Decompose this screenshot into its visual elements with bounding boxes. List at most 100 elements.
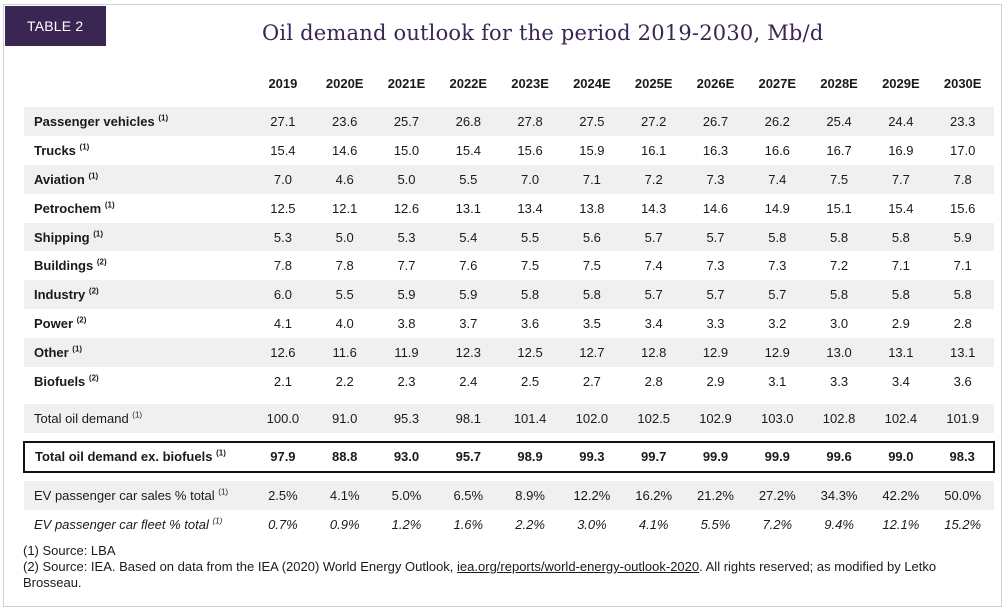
footnote-2: (2) Source: IEA. Based on data from the … [23,559,998,591]
value-cell: 5.8 [746,222,809,252]
row-label-text: EV passenger car sales % total [34,487,215,503]
value-cell: 1.6% [453,516,484,532]
value-cell: 5.0 [313,222,376,252]
row-label-text: Other [34,345,69,361]
value-cell: 12.5 [270,200,296,216]
value-cell: 3.0% [577,516,607,532]
value-cell: 6.5% [437,480,500,510]
value-cell: 3.2 [768,316,787,332]
sector-row: Other (1) 12.6 11.6 11.9 12.3 12.5 12.7 12.8 12.… [24,338,994,368]
iea-report-link[interactable]: iea.org/reports/world-energy-outlook-202… [457,559,700,574]
value-cell: 91.0 [313,403,376,433]
row-footnote-ref: (1) [104,200,115,210]
value-cell: 102.0 [560,403,623,433]
header-corner [24,68,252,99]
value-cell: 2.9 [706,373,725,389]
value-cell: 23.3 [931,107,994,136]
value-cell: 27.8 [499,107,561,136]
value-cell: 15.1 [826,200,852,216]
value-cell: 7.5 [521,258,540,274]
value-cell: 5.8 [560,280,623,310]
row-label: Power (2) [24,309,252,338]
sector-row: Aviation (1) 7.0 4.6 5.0 5.5 7.0 7.1 7.2 7.3 7.4 7… [24,164,994,194]
value-cell: 14.6 [702,200,729,216]
row-label: Total oil demand ex. biofuels (1) [23,440,252,473]
value-cell: 7.1 [891,258,910,274]
value-cell: 26.2 [746,107,809,136]
row-label-text: Aviation [34,171,85,187]
value-cell: 3.5 [582,316,601,332]
value-cell: 95.7 [437,440,500,473]
value-cell: 14.6 [332,142,358,158]
value-cell: 2.7 [582,373,601,389]
value-cell: 102.4 [869,403,932,433]
value-cell: 3.8 [397,316,416,332]
value-cell: 93.0 [375,440,438,473]
row-label: EV passenger car sales % total (1) [24,480,252,510]
row-spacer [24,395,994,404]
value-cell: 2.4 [459,373,478,389]
row-label-text: Buildings [34,258,94,274]
row-footnote-ref: (1) [88,171,99,181]
row-label: Aviation (1) [24,164,252,194]
value-cell: 27.5 [560,107,623,136]
value-cell: 13.0 [808,338,870,368]
row-footnote-ref: (1) [72,344,83,354]
value-cell: 7.8 [273,258,292,274]
value-cell: 25.7 [375,107,438,136]
value-cell: 88.8 [313,440,376,473]
value-cell: 12.8 [622,338,685,368]
row-label: EV passenger car fleet % total (1) [24,510,252,539]
value-cell: 13.1 [869,338,932,368]
value-cell: 7.5 [582,258,601,274]
value-cell: 13.1 [931,338,994,368]
row-label-text: Total oil demand ex. biofuels [35,449,213,465]
value-cell: 5.3 [252,222,314,252]
value-cell: 7.1 [560,164,623,194]
value-cell: 16.2% [622,480,685,510]
value-cell: 4.6 [313,164,376,194]
value-cell: 4.1 [273,316,292,332]
value-cell: 102.9 [684,403,747,433]
value-cell: 12.6 [393,200,420,216]
year-header: 2023E [499,68,561,99]
value-cell: 5.8 [808,280,870,310]
footnote-2-prefix: (2) Source: IEA. Based on data from the … [23,559,458,574]
row-label: Passenger vehicles (1) [24,107,252,136]
value-cell: 7.7 [397,258,416,274]
row-label-text: Biofuels [34,373,86,389]
total-ex-biofuels-row: Total oil demand ex. biofuels (1) 97.9 88.… [23,440,995,473]
value-cell: 15.9 [579,142,605,158]
value-cell: 99.3 [560,440,623,473]
value-cell: 98.9 [499,440,561,473]
value-cell: 101.4 [499,403,561,433]
value-cell: 5.5 [499,222,561,252]
value-cell: 7.3 [768,258,787,274]
value-cell: 2.5 [521,373,540,389]
value-cell: 9.4% [824,516,854,532]
value-cell: 3.4 [644,316,663,332]
value-cell: 100.0 [252,403,314,433]
spacer-cell [24,471,994,481]
value-cell: 5.0 [375,164,438,194]
row-footnote-ref: (1) [218,487,229,497]
value-cell: 5.8 [499,280,561,310]
sector-row: Biofuels (2) 2.1 2.2 2.3 2.4 2.5 2.7 2.8 2.9 3.1 3… [24,367,994,396]
value-cell: 2.8 [953,316,972,332]
value-cell: 5.0% [375,480,438,510]
value-cell: 12.9 [746,338,809,368]
sector-row: Industry (2) 6.0 5.5 5.9 5.9 5.8 5.8 5.7 5.7 5.7 5… [24,280,994,310]
sector-row: Power (2) 4.1 4.0 3.8 3.7 3.6 3.5 3.4 3.3 3.2 3.0 2… [24,309,994,338]
value-cell: 5.4 [437,222,500,252]
year-header: 2025E [622,68,685,99]
spacer-cell [24,432,994,442]
value-cell: 5.7 [684,222,747,252]
value-cell: 5.7 [684,280,747,310]
value-cell: 14.9 [764,200,790,216]
year-header: 2020E [313,68,376,99]
value-cell: 16.9 [888,142,914,158]
year-header: 2030E [931,68,994,99]
value-cell: 102.8 [808,403,870,433]
value-cell: 15.4 [455,142,481,158]
row-spacer [24,471,994,481]
